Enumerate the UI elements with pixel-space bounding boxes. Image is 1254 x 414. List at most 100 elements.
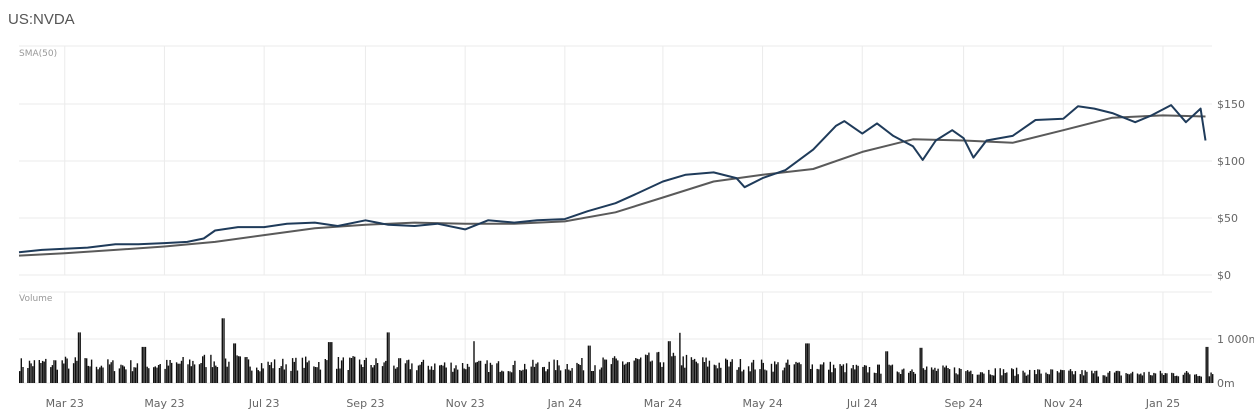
- volume-bar: [316, 367, 318, 383]
- volume-bar: [926, 366, 928, 383]
- x-tick-label: May 23: [144, 397, 184, 410]
- volume-bar: [97, 369, 99, 383]
- volume-bar: [589, 345, 591, 383]
- volume-indicator-label: Volume: [19, 294, 53, 304]
- volume-bar: [205, 367, 207, 383]
- volume-bar: [796, 362, 799, 383]
- volume-bar: [679, 332, 681, 383]
- volume-bar: [38, 360, 40, 383]
- volume-bar: [921, 347, 923, 383]
- volume-bar: [805, 343, 807, 383]
- volume-bar: [461, 363, 464, 383]
- volume-bar: [715, 365, 717, 383]
- volume-bar: [1014, 375, 1016, 383]
- volume-bar: [496, 363, 498, 383]
- volume-bar: [1120, 375, 1122, 383]
- volume-bar: [1174, 376, 1176, 383]
- volume-bar: [192, 360, 194, 383]
- volume-bar: [958, 368, 961, 383]
- volume-bar: [74, 357, 76, 383]
- volume-bar: [855, 364, 858, 383]
- volume-bar: [440, 364, 442, 383]
- volume-bar: [90, 359, 93, 383]
- volume-bar: [1001, 375, 1003, 383]
- volume-bar: [296, 370, 299, 383]
- volume-bar: [844, 372, 846, 383]
- volume-bar: [1092, 373, 1095, 383]
- x-tick-label: Nov 24: [1044, 397, 1083, 410]
- volume-bar: [76, 360, 78, 383]
- volume-bar: [478, 360, 480, 383]
- volume-bar: [86, 358, 88, 383]
- volume-bar: [406, 360, 408, 383]
- volume-bar: [754, 369, 756, 383]
- volume-bar: [398, 358, 400, 383]
- volume-bar: [157, 365, 160, 383]
- volume-bar: [537, 362, 539, 383]
- volume-bar: [1136, 373, 1139, 383]
- volume-bar: [728, 366, 730, 383]
- x-tick-label: Jan 25: [1145, 397, 1180, 410]
- volume-bar: [558, 365, 560, 383]
- volume-bar: [1140, 373, 1142, 383]
- volume-bar: [1040, 373, 1042, 383]
- sma-indicator-label: SMA(50): [19, 49, 57, 59]
- volume-bar: [1172, 373, 1175, 383]
- volume-bar: [156, 367, 158, 383]
- volume-bar: [924, 369, 926, 383]
- volume-bar: [1051, 369, 1054, 383]
- volume-bar: [102, 367, 104, 383]
- volume-bar: [901, 369, 903, 383]
- volume-bar: [1130, 373, 1132, 383]
- volume-bar: [1091, 370, 1093, 383]
- volume-bar: [981, 372, 983, 383]
- volume-bar: [1212, 374, 1214, 383]
- volume-bar: [1115, 370, 1117, 383]
- volume-bar: [617, 360, 619, 383]
- volume-bar: [1125, 373, 1127, 383]
- volume-bar: [131, 371, 134, 383]
- volume-bar: [862, 366, 864, 383]
- volume-bar: [823, 362, 825, 383]
- volume-bar: [1025, 375, 1028, 383]
- volume-bar: [680, 365, 683, 383]
- volume-bar: [751, 362, 753, 383]
- volume-bar: [1094, 370, 1096, 383]
- volume-bar: [1200, 376, 1202, 383]
- volume-bar: [164, 368, 166, 383]
- volume-bar: [187, 364, 189, 383]
- volume-bar: [89, 366, 91, 383]
- x-tick-label: Mar 23: [46, 397, 84, 410]
- volume-bar: [545, 371, 547, 383]
- volume-bar: [731, 359, 733, 383]
- volume-bar: [1011, 368, 1013, 383]
- volume-bar: [125, 369, 127, 383]
- volume-bar: [385, 360, 387, 383]
- volume-bar: [1117, 370, 1119, 383]
- volume-bar: [238, 356, 240, 383]
- volume-bar: [1002, 369, 1005, 383]
- volume-bar: [899, 374, 902, 383]
- volume-bar: [305, 356, 307, 383]
- volume-bar: [533, 366, 536, 383]
- volume-bar: [256, 367, 258, 383]
- volume-bar: [546, 369, 549, 383]
- volume-bar: [648, 352, 650, 383]
- volume-bar: [331, 342, 333, 383]
- volume-bar: [1171, 372, 1173, 383]
- volume-bars: [19, 318, 1214, 383]
- volume-bar: [948, 369, 951, 383]
- volume-bar: [535, 363, 537, 383]
- volume-bar: [63, 363, 65, 383]
- volume-bar: [179, 363, 181, 383]
- volume-bar: [818, 369, 820, 383]
- volume-bar: [50, 367, 52, 383]
- volume-bar: [233, 343, 235, 383]
- volume-bar: [269, 365, 271, 383]
- volume-bar: [1104, 375, 1106, 383]
- volume-bar: [327, 342, 330, 383]
- volume-bar: [290, 370, 292, 383]
- volume-bar: [651, 360, 653, 383]
- volume-bar: [72, 363, 75, 383]
- x-tick-label: Jul 23: [248, 397, 280, 410]
